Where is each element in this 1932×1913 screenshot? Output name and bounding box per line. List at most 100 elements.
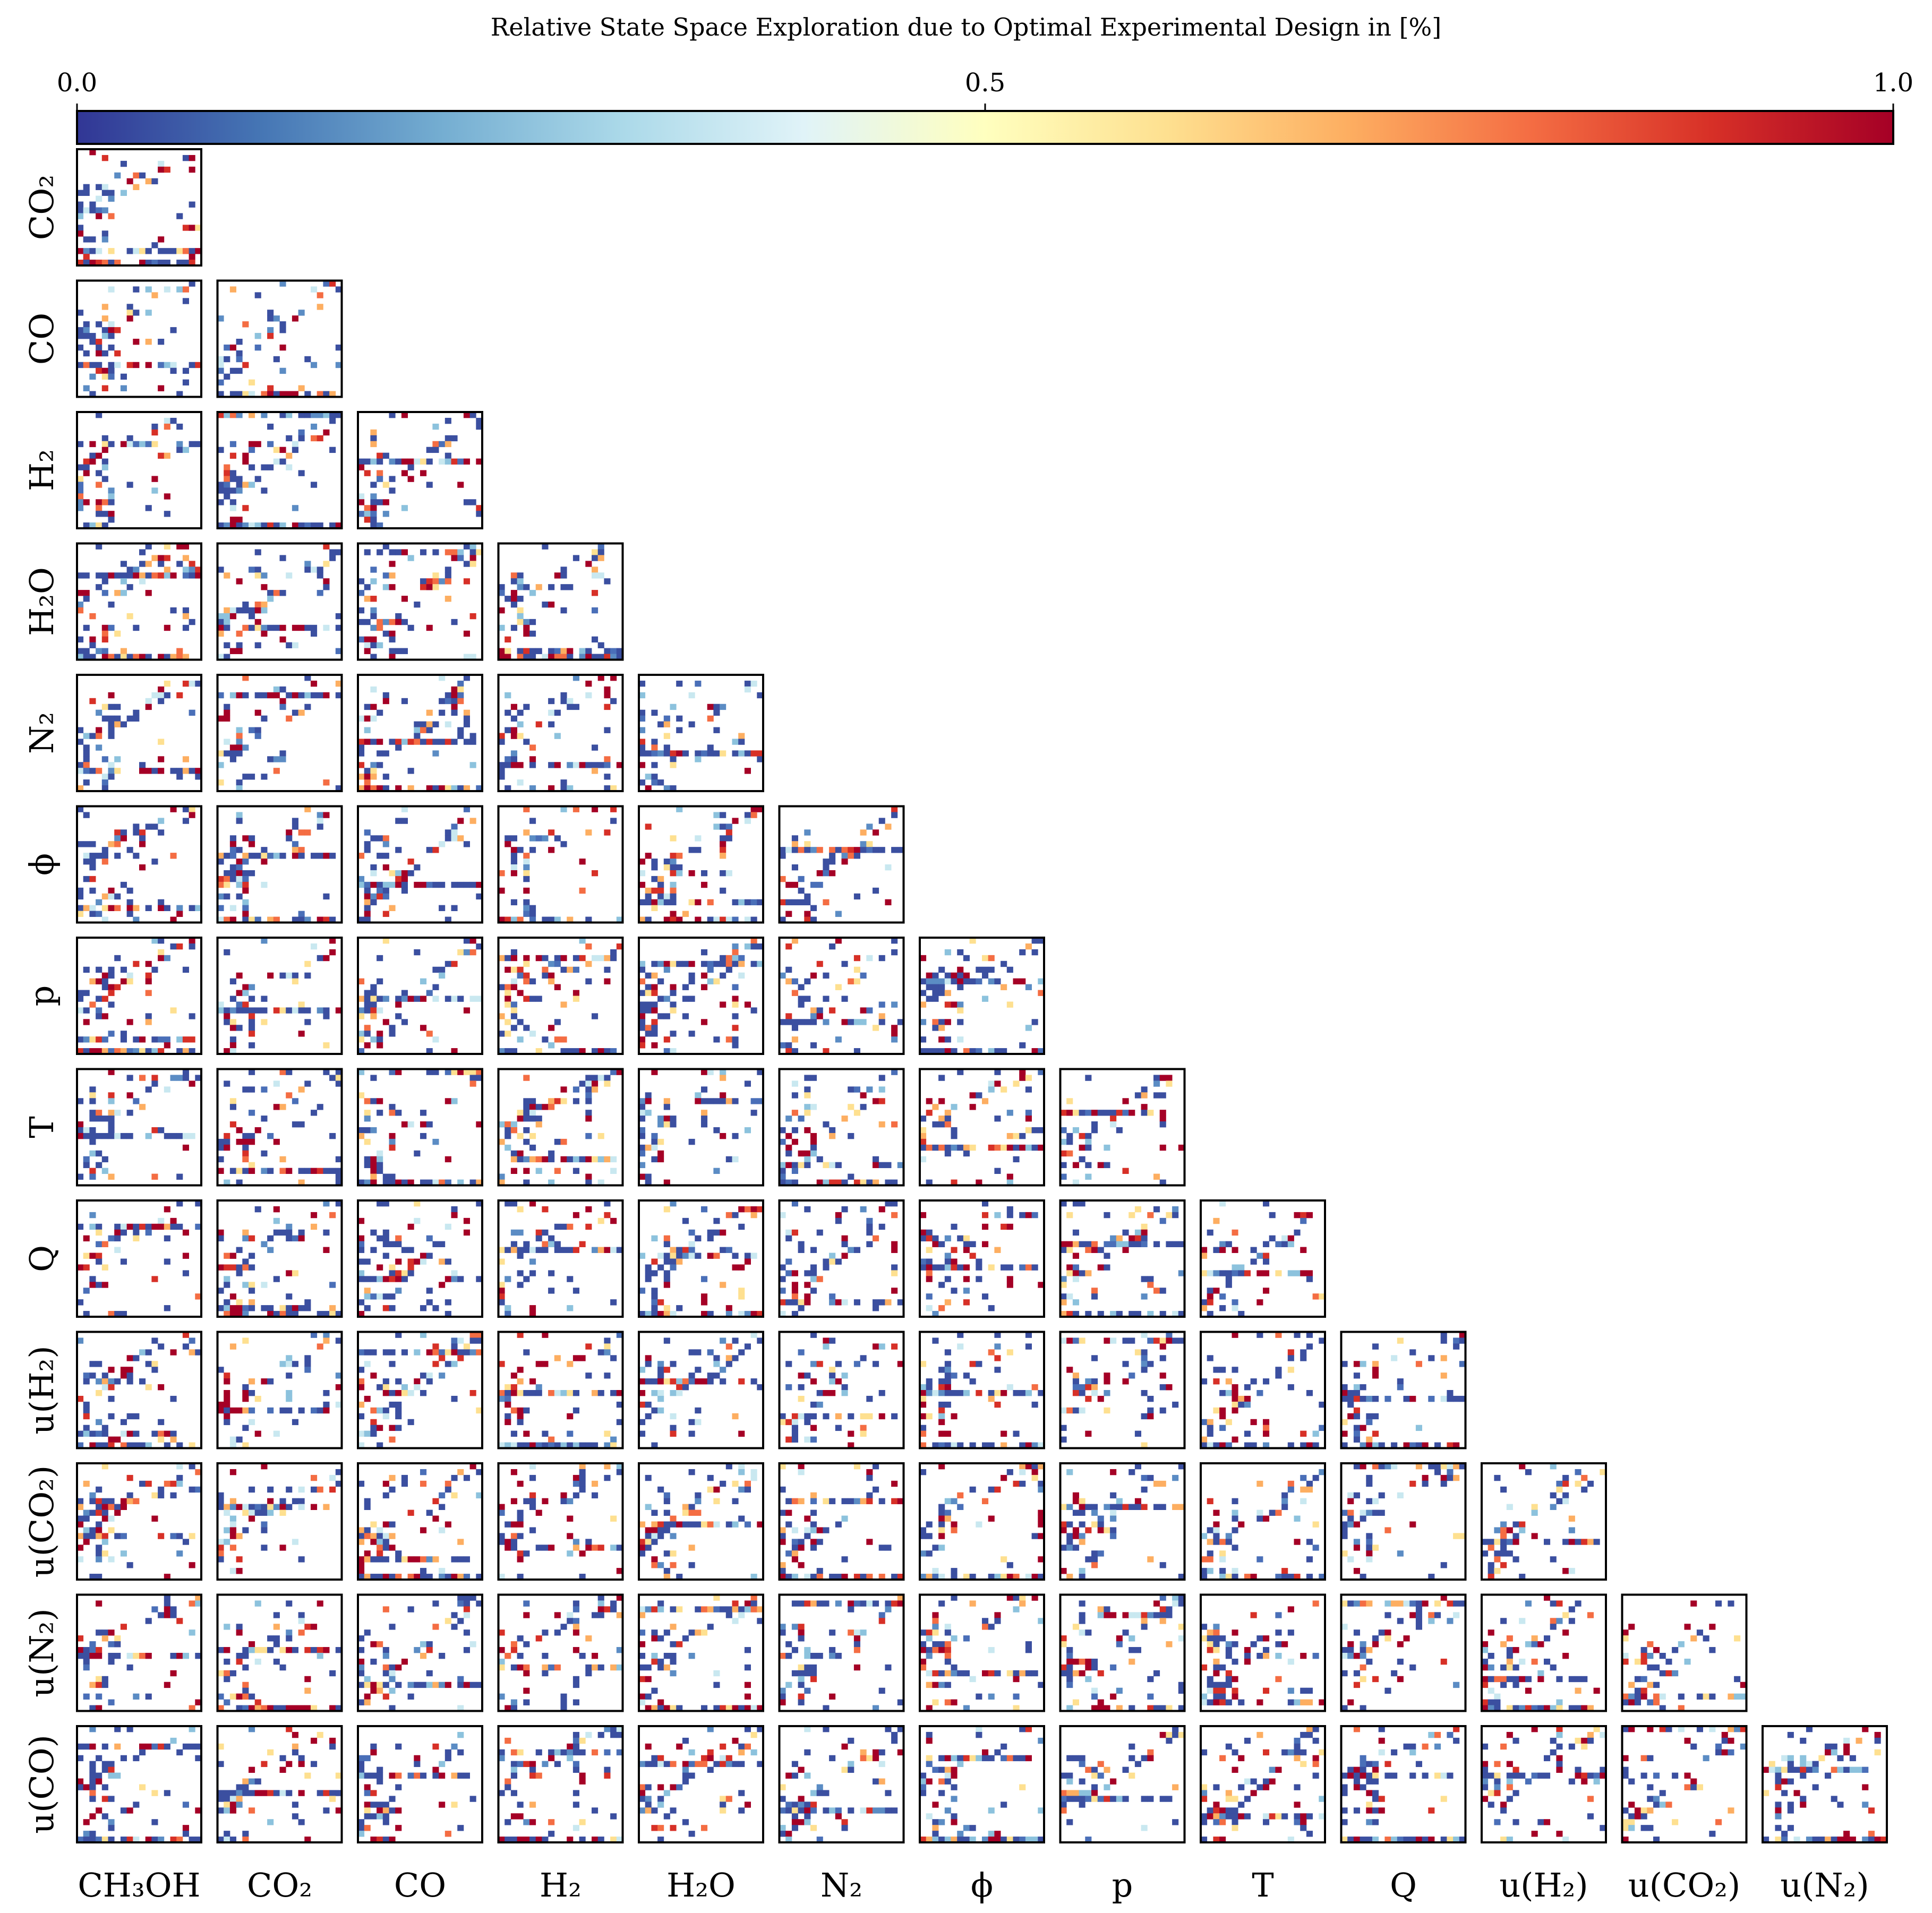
heatmap-cell <box>249 835 255 842</box>
heatmap-cell <box>548 1098 555 1104</box>
heatmap-cell <box>1006 1206 1013 1213</box>
heatmap-cell <box>639 870 646 877</box>
heatmap-cell <box>529 1110 536 1116</box>
heatmap-cell <box>505 1200 511 1207</box>
heatmap-cell <box>469 543 476 550</box>
heatmap-cell <box>498 1509 505 1516</box>
heatmap-cell <box>457 1179 464 1186</box>
heatmap-cell <box>451 1343 458 1350</box>
heatmap-cell <box>816 1574 823 1580</box>
heatmap-cell <box>420 1332 427 1338</box>
heatmap-cell <box>1353 1539 1360 1545</box>
heatmap-cell <box>389 1349 396 1356</box>
heatmap-cell <box>189 680 195 687</box>
heatmap-cell <box>676 1390 683 1396</box>
heatmap-cell <box>1281 1498 1288 1505</box>
heatmap-cell <box>639 709 646 716</box>
heatmap-cell <box>523 859 530 865</box>
heatmap-cell <box>463 1349 470 1356</box>
heatmap-cell <box>878 818 885 824</box>
heatmap-cell <box>126 1223 133 1230</box>
heatmap-cell <box>1079 1241 1085 1247</box>
heatmap-cell <box>963 1372 970 1379</box>
heatmap-cell <box>96 1527 102 1533</box>
heatmap-cell <box>1091 1127 1098 1134</box>
heatmap-cell <box>224 709 230 716</box>
heatmap-cell <box>83 905 90 911</box>
heatmap-cell <box>1025 1332 1032 1338</box>
heatmap-cell <box>96 344 102 351</box>
heatmap-cell <box>1178 1504 1185 1510</box>
heatmap-cell <box>688 1509 695 1516</box>
heatmap-cell <box>249 1299 255 1306</box>
heatmap-cell <box>757 692 764 699</box>
heatmap-cell <box>1287 1574 1294 1580</box>
heatmap-cell <box>395 1110 402 1116</box>
heatmap-cell <box>572 1407 579 1414</box>
heatmap-cell <box>236 733 243 739</box>
heatmap-cell <box>676 1247 683 1253</box>
heatmap-cell <box>517 1413 524 1420</box>
heatmap-cell <box>444 1311 451 1317</box>
heatmap-cell <box>1312 1521 1319 1528</box>
heatmap-cell <box>1104 1110 1110 1116</box>
heatmap-cell <box>83 841 90 847</box>
heatmap-cell <box>592 1390 599 1396</box>
heatmap-cell <box>938 1116 945 1122</box>
heatmap-cell <box>688 1372 695 1379</box>
heatmap-cell <box>1207 1229 1213 1236</box>
heatmap-cell <box>823 870 830 877</box>
heatmap-cell <box>1091 1390 1098 1396</box>
heatmap-cell <box>457 1539 464 1545</box>
heatmap-cell <box>1353 1463 1360 1470</box>
heatmap-cell <box>676 750 683 757</box>
heatmap-cell <box>1019 1480 1026 1487</box>
heatmap-cell <box>732 960 739 967</box>
heatmap-cell <box>335 1179 342 1186</box>
heatmap-cell <box>224 1264 230 1271</box>
heatmap-cell <box>604 1156 611 1163</box>
heatmap-cell <box>523 739 530 745</box>
heatmap-cell <box>878 1001 885 1008</box>
heatmap-cell <box>1025 1343 1032 1350</box>
heatmap-cell <box>261 1282 268 1288</box>
heatmap-cell <box>1147 1413 1154 1420</box>
heatmap-cell <box>1275 1372 1282 1379</box>
heatmap-cell <box>420 1253 427 1259</box>
heatmap-cell <box>114 984 121 990</box>
heatmap-cell <box>217 619 224 625</box>
heatmap-cell <box>377 1156 383 1163</box>
heatmap-cell <box>1116 1504 1123 1510</box>
heatmap-cell <box>542 1229 549 1236</box>
heatmap-cell <box>370 762 377 768</box>
heatmap-cell <box>897 1498 904 1505</box>
heatmap-cell <box>744 916 751 923</box>
heatmap-cell <box>229 1515 236 1522</box>
heatmap-cell <box>217 750 224 757</box>
heatmap-cell <box>170 248 177 254</box>
heatmap-cell <box>1172 1311 1179 1317</box>
heatmap-cell <box>1459 1332 1466 1338</box>
heatmap-cell <box>358 1480 365 1487</box>
heatmap-cell <box>969 1442 976 1448</box>
heatmap-cell <box>1201 1247 1208 1253</box>
heatmap-cell <box>1372 1367 1379 1373</box>
heatmap-cell <box>254 1007 261 1014</box>
heatmap-cell <box>505 1311 511 1317</box>
heatmap-cell <box>389 1025 396 1031</box>
panel-frame <box>76 937 202 1055</box>
heatmap-cell <box>217 1550 224 1557</box>
heatmap-cell <box>1147 1395 1154 1402</box>
heatmap-cell <box>1110 1492 1117 1499</box>
heatmap-cell <box>224 654 230 660</box>
heatmap-cell <box>951 1390 958 1396</box>
heatmap-cell <box>335 549 342 555</box>
heatmap-cell <box>261 607 268 614</box>
heatmap-cell <box>639 1042 646 1049</box>
heatmap-cell <box>126 715 133 722</box>
heatmap-cell <box>750 1574 757 1580</box>
heatmap-cell <box>77 1430 84 1437</box>
heatmap-cell <box>785 899 792 906</box>
heatmap-cell <box>1066 1212 1073 1219</box>
heatmap-cell <box>670 1533 677 1539</box>
